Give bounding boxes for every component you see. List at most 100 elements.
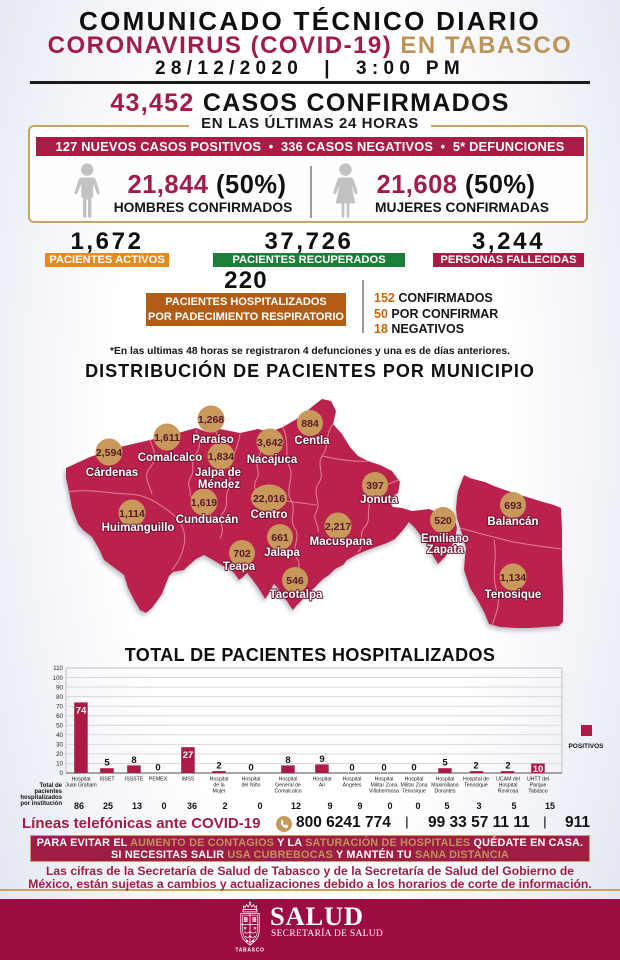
svg-text:74: 74 [76, 705, 87, 716]
svg-text:13: 13 [132, 801, 142, 811]
svg-text:2: 2 [222, 801, 227, 811]
svg-text:1,619: 1,619 [191, 497, 217, 509]
svg-text:General de: General de [275, 783, 301, 789]
svg-text:10: 10 [533, 764, 544, 775]
svg-text:Juan Graham: Juan Graham [65, 783, 96, 789]
svg-text:Hospital: Hospital [279, 777, 298, 783]
svg-text:PEMEX: PEMEX [149, 777, 168, 783]
svg-text:884: 884 [301, 418, 319, 430]
svg-text:5: 5 [104, 758, 110, 769]
svg-text:60: 60 [56, 713, 63, 720]
svg-text:2: 2 [505, 761, 510, 772]
svg-text:5: 5 [511, 801, 516, 811]
svg-text:del Niño: del Niño [241, 783, 260, 789]
svg-text:Maximiliano: Maximiliano [431, 783, 459, 789]
svg-text:80: 80 [56, 694, 63, 701]
svg-text:Emiliano: Emiliano [421, 533, 469, 545]
svg-text:2: 2 [216, 761, 221, 772]
svg-text:20: 20 [56, 751, 63, 758]
svg-text:5: 5 [444, 801, 449, 811]
svg-text:100: 100 [53, 675, 64, 682]
svg-text:POSITIVOS: POSITIVOS [568, 743, 604, 750]
svg-text:Rovirosa: Rovirosa [498, 789, 519, 795]
svg-text:0: 0 [161, 801, 166, 811]
svg-text:27: 27 [183, 750, 194, 761]
svg-text:Tacotalpa: Tacotalpa [270, 589, 323, 601]
svg-text:8: 8 [285, 755, 290, 766]
svg-text:Cunduacán: Cunduacán [176, 514, 239, 526]
svg-text:30: 30 [56, 742, 63, 749]
svg-text:5: 5 [442, 758, 448, 769]
svg-text:15: 15 [545, 801, 555, 811]
svg-text:Militar Zona: Militar Zona [370, 783, 397, 789]
svg-text:0: 0 [155, 763, 160, 774]
svg-text:Macuspana: Macuspana [310, 536, 373, 548]
svg-text:50: 50 [56, 723, 63, 730]
svg-text:86: 86 [74, 801, 84, 811]
svg-text:ISSSTE: ISSSTE [125, 777, 144, 783]
svg-text:Teapa: Teapa [223, 561, 256, 573]
svg-text:Villahermosa: Villahermosa [369, 789, 399, 795]
svg-text:Hospital de: Hospital de [463, 777, 489, 783]
svg-text:UCAM del: UCAM del [496, 777, 520, 783]
svg-text:2,217: 2,217 [325, 521, 351, 533]
svg-text:Jalpa de: Jalpa de [195, 467, 241, 479]
svg-text:520: 520 [434, 515, 452, 527]
svg-text:546: 546 [286, 575, 304, 587]
svg-text:ISSET: ISSET [100, 777, 116, 783]
svg-text:0: 0 [248, 763, 253, 774]
svg-text:0: 0 [387, 801, 392, 811]
svg-text:Militar Zona: Militar Zona [400, 783, 427, 789]
svg-text:Air: Air [319, 783, 326, 789]
svg-text:Tenosique: Tenosique [402, 789, 426, 795]
svg-text:IMSS: IMSS [182, 777, 195, 783]
svg-text:1,268: 1,268 [198, 414, 224, 426]
svg-text:Jonuta: Jonuta [360, 494, 398, 506]
svg-text:pacientes: pacientes [34, 789, 62, 795]
svg-text:Parque: Parque [530, 783, 547, 789]
svg-text:110: 110 [53, 665, 63, 672]
svg-text:12: 12 [291, 801, 301, 811]
svg-text:693: 693 [504, 500, 522, 512]
svg-text:8: 8 [131, 755, 136, 766]
svg-text:702: 702 [233, 548, 251, 560]
svg-text:Hospital: Hospital [436, 777, 455, 783]
svg-text:Méndez: Méndez [198, 479, 240, 491]
svg-text:1,114: 1,114 [119, 508, 145, 520]
svg-text:0: 0 [60, 770, 64, 777]
svg-text:1,834: 1,834 [208, 451, 234, 463]
svg-text:Comalcalco: Comalcalco [274, 789, 301, 795]
svg-text:Hospital: Hospital [210, 777, 229, 783]
svg-text:Tenosique: Tenosique [485, 589, 542, 601]
svg-text:0: 0 [257, 801, 262, 811]
svg-text:22,016: 22,016 [253, 493, 285, 505]
svg-text:Dorantes: Dorantes [434, 789, 455, 795]
svg-text:Paraíso: Paraíso [192, 434, 234, 446]
svg-text:Centro: Centro [250, 509, 287, 521]
svg-text:9: 9 [357, 801, 362, 811]
svg-text:397: 397 [366, 480, 384, 492]
svg-text:1,134: 1,134 [500, 572, 526, 584]
svg-text:Tabasco: Tabasco [528, 789, 547, 795]
svg-text:Jalapa: Jalapa [264, 547, 300, 559]
svg-text:2,594: 2,594 [96, 447, 122, 459]
svg-text:90: 90 [56, 684, 63, 691]
svg-text:hospitalizados: hospitalizados [20, 795, 62, 801]
svg-text:0: 0 [415, 801, 420, 811]
svg-text:UHTT del: UHTT del [527, 777, 549, 783]
svg-text:3,642: 3,642 [257, 437, 283, 449]
svg-text:Ángeles: Ángeles [343, 782, 362, 789]
svg-text:de la: de la [213, 783, 224, 789]
svg-text:Hospital: Hospital [313, 777, 332, 783]
svg-text:70: 70 [56, 703, 63, 710]
svg-text:0: 0 [349, 763, 354, 774]
svg-text:por institución: por institución [20, 801, 62, 807]
svg-text:0: 0 [381, 763, 386, 774]
svg-text:Hospital: Hospital [343, 777, 362, 783]
svg-text:36: 36 [187, 801, 197, 811]
svg-text:40: 40 [56, 732, 63, 739]
svg-text:10: 10 [56, 761, 63, 768]
svg-text:Cárdenas: Cárdenas [86, 467, 138, 479]
svg-text:TABASCO: TABASCO [235, 948, 264, 954]
svg-text:0: 0 [411, 763, 416, 774]
